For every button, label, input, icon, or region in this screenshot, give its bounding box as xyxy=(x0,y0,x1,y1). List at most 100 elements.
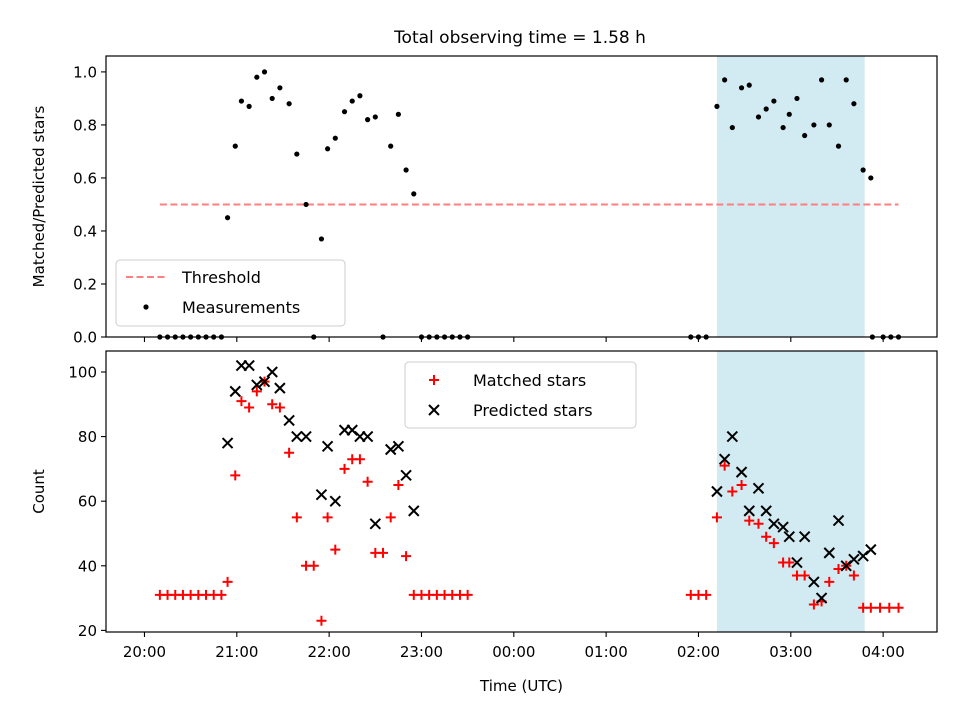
measurement-point xyxy=(232,143,238,149)
highlight-span xyxy=(716,351,865,632)
predicted-star-point xyxy=(243,359,255,372)
measurement-point xyxy=(771,98,777,104)
legend-box xyxy=(115,259,346,327)
x-tick-label: 01:00 xyxy=(585,643,628,661)
predicted-star-point xyxy=(321,440,334,452)
x-tick-label: 21:00 xyxy=(215,643,258,661)
y-tick-label: 20 xyxy=(78,622,97,640)
axes-frame xyxy=(105,350,938,633)
measurement-point xyxy=(325,146,331,152)
matched-star-point xyxy=(267,399,278,410)
matched-star-point xyxy=(701,589,712,600)
predicted-star-point xyxy=(392,440,405,452)
measurement-point xyxy=(349,98,355,104)
matched-star-point xyxy=(308,560,319,571)
x-tick-label: 23:00 xyxy=(400,643,443,661)
y-tick-label: 100 xyxy=(68,363,97,381)
matched-star-point xyxy=(222,576,233,587)
matched-star-point xyxy=(385,512,396,523)
measurement-point xyxy=(372,114,378,120)
matched-star-point xyxy=(322,512,333,523)
measurement-point xyxy=(786,111,792,117)
measurement-point xyxy=(238,98,245,104)
matched-star-point xyxy=(744,515,755,526)
measurement-point xyxy=(388,143,394,149)
measurement-point xyxy=(341,109,348,115)
measurement-point xyxy=(246,103,252,109)
top-panel: 0.0 0.2 0.4 0.6 0.8 1.0 Matched/Predicted star… xyxy=(30,55,938,347)
measurement-point xyxy=(802,132,808,139)
measurement-point xyxy=(357,93,363,99)
measurement-point xyxy=(294,151,300,157)
measurement-point xyxy=(860,167,866,173)
predicted-star-point xyxy=(798,531,811,543)
measurement-point xyxy=(843,77,849,83)
measurement-point xyxy=(277,85,283,91)
predicted-star-point xyxy=(711,485,723,498)
matched-star-point xyxy=(251,386,262,397)
legend-matched-label: Matched stars xyxy=(473,371,586,390)
measurement-point xyxy=(746,82,752,88)
predicted-star-point xyxy=(777,521,789,533)
predicted-star-point xyxy=(266,366,278,378)
predicted-star-point xyxy=(726,430,739,443)
measurement-point xyxy=(224,215,231,221)
matched-star-point xyxy=(808,599,819,610)
matched-star-point xyxy=(875,602,886,613)
legend-matched-swatch xyxy=(429,375,439,385)
predicted-star-point xyxy=(408,505,420,517)
measurement-point xyxy=(714,103,720,109)
measurement-point xyxy=(729,124,735,131)
predicted-star-point xyxy=(815,592,828,604)
predicted-star-point xyxy=(329,495,342,507)
measurement-point xyxy=(365,117,371,123)
y-axis-label: Matched/Predicted stars xyxy=(30,106,48,288)
predicted-star-point xyxy=(791,556,803,569)
predicted-star-point xyxy=(768,518,780,530)
legend-measurement-swatch xyxy=(143,304,149,310)
measurement-point xyxy=(835,143,842,149)
matched-star-point xyxy=(378,547,388,558)
legend-box xyxy=(404,361,637,429)
measurement-point xyxy=(722,77,728,83)
predicted-star-point xyxy=(808,576,820,588)
measurement-point xyxy=(332,135,338,141)
measurement-point xyxy=(811,122,817,128)
matched-star-point xyxy=(727,486,738,497)
x-axis-label: Time (UTC) xyxy=(479,677,563,695)
matched-star-point xyxy=(799,570,810,581)
predicted-star-point xyxy=(848,553,860,566)
predicted-star-point xyxy=(743,505,755,517)
matched-star-point xyxy=(393,480,404,491)
measurement-point xyxy=(755,114,762,120)
matched-star-point xyxy=(316,615,327,626)
legend: Matched stars Predicted stars xyxy=(404,361,637,429)
predicted-star-point xyxy=(251,379,263,391)
y-axis-label: Count xyxy=(30,469,48,514)
matched-star-point xyxy=(339,463,350,474)
x-tick-label: 22:00 xyxy=(308,643,351,661)
legend: Threshold Measurements xyxy=(115,259,346,327)
matched-star-point xyxy=(274,402,285,413)
measurement-point xyxy=(780,124,786,131)
predicted-star-point xyxy=(384,443,397,456)
matched-star-point xyxy=(401,551,412,562)
matched-star-point xyxy=(236,396,247,407)
predicted-star-point xyxy=(361,430,374,443)
measurement-point xyxy=(738,85,745,91)
predicted-star-point xyxy=(783,531,795,543)
predicted-star-point xyxy=(315,489,328,501)
matched-star-point xyxy=(330,544,341,555)
y-tick-label: 40 xyxy=(78,557,97,575)
measurement-point xyxy=(851,101,857,107)
matched-star-point xyxy=(244,402,255,413)
measurement-point xyxy=(395,111,401,117)
x-tick-label: 20:00 xyxy=(123,643,166,661)
measurement-point xyxy=(254,74,260,80)
y-tick-label: 0.6 xyxy=(73,169,97,187)
measurement-point xyxy=(868,175,874,181)
predicted-star-point xyxy=(258,375,271,388)
predicted-star-point xyxy=(221,437,234,449)
x-tick-label: 04:00 xyxy=(862,643,905,661)
